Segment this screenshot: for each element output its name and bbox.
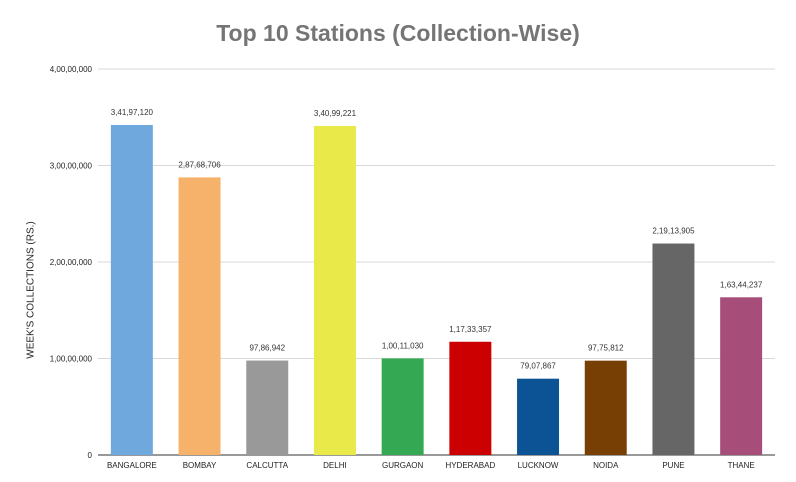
bar-hyderabad (449, 341, 492, 455)
chart-title: Top 10 Stations (Collection-Wise) (216, 20, 580, 46)
x-tick-label-noida: NOIDA (593, 461, 619, 470)
data-label-gurgaon: 1,00,11,030 (382, 341, 424, 350)
x-tick-label-gurgaon: GURGAON (382, 461, 424, 470)
x-tick-label-thane: THANE (728, 461, 755, 470)
x-tick-label-lucknow: LUCKNOW (518, 461, 559, 470)
data-label-thane: 1,63,44,237 (720, 280, 763, 289)
x-tick-label-hyderabad: HYDERABAD (445, 461, 495, 470)
y-tick-label: 1,00,00,000 (50, 355, 93, 364)
bar-bombay (178, 177, 221, 455)
bar-pune (652, 243, 695, 455)
x-tick-label-bombay: BOMBAY (183, 461, 217, 470)
bar-thane (720, 297, 763, 455)
bar-gurgaon (381, 358, 424, 455)
bar-calcutta (246, 360, 289, 455)
bar-delhi (313, 125, 356, 456)
bar-noida (584, 360, 627, 455)
data-label-hyderabad: 1,17,33,357 (449, 325, 492, 334)
data-label-bangalore: 3,41,97,120 (111, 108, 154, 117)
y-tick-label: 2,00,00,000 (50, 258, 93, 267)
bar-bangalore (110, 124, 153, 455)
data-labels: 3,41,97,120 2,87,68,706 97,86,942 3,40,99,2… (111, 108, 763, 371)
data-label-calcutta: 97,86,942 (249, 344, 285, 353)
data-label-pune: 2,19,13,905 (652, 227, 695, 236)
y-tick-labels: 0 1,00,00,000 2,00,00,000 3,00,00,000 4,00,0… (50, 65, 93, 460)
bars (110, 124, 763, 456)
bar-lucknow (517, 378, 560, 455)
data-label-lucknow: 79,07,867 (520, 362, 556, 371)
y-tick-label: 3,00,00,000 (50, 162, 93, 171)
x-tick-labels: BANGALORE BOMBAY CALCUTTA DELHI GURGAON HYDER… (107, 461, 755, 470)
data-label-bombay: 2,87,68,706 (178, 160, 221, 169)
x-tick-label-delhi: DELHI (323, 461, 347, 470)
data-label-delhi: 3,40,99,221 (314, 109, 357, 118)
x-tick-label-calcutta: CALCUTTA (246, 461, 288, 470)
x-tick-label-bangalore: BANGALORE (107, 461, 157, 470)
data-label-noida: 97,75,812 (588, 344, 624, 353)
y-tick-label: 4,00,00,000 (50, 65, 93, 74)
x-tick-label-pune: PUNE (662, 461, 684, 470)
y-tick-label: 0 (88, 451, 93, 460)
